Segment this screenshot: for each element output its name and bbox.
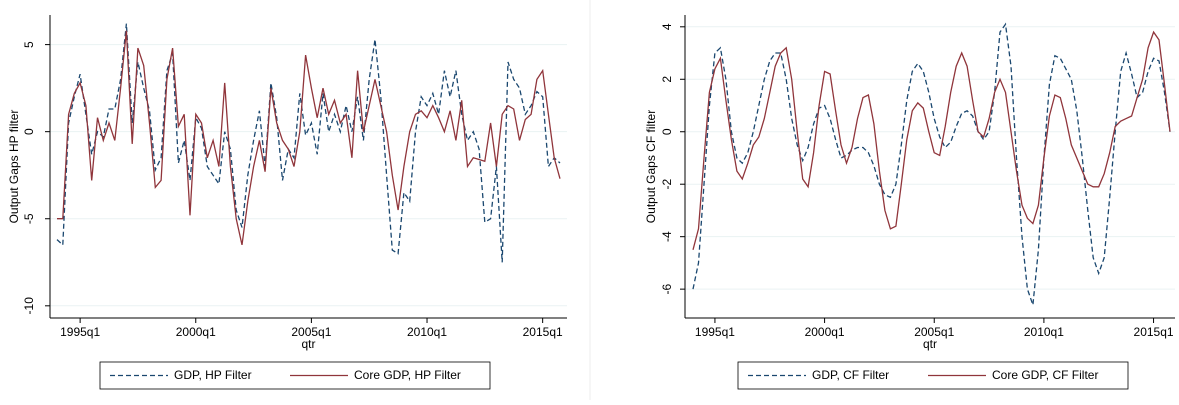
- x-tick-label: 2000q1: [805, 325, 845, 339]
- series-line: [56, 23, 561, 263]
- x-tick-label: 2000q1: [176, 325, 216, 339]
- y-tick-label: -2: [660, 179, 674, 190]
- y-tick-label: -5: [22, 213, 36, 224]
- x-tick-label: 2015q1: [1134, 325, 1174, 339]
- x-tick-label: 2005q1: [914, 325, 954, 339]
- y-tick-label: 0: [22, 128, 36, 135]
- x-tick-label: 2015q1: [523, 325, 563, 339]
- legend-label: Core GDP, CF Filter: [992, 368, 1098, 382]
- y-tick-label: 2: [660, 76, 674, 83]
- x-tick-label: 1995q1: [695, 325, 735, 339]
- y-axis-title: Output Gaps CF filter: [644, 110, 658, 223]
- y-axis-title: Output Gaps HP filter: [7, 110, 21, 224]
- series-line: [692, 30, 1171, 250]
- legend-label: GDP, CF Filter: [812, 368, 889, 382]
- x-tick-label: 2005q1: [291, 325, 331, 339]
- series-line: [692, 22, 1171, 306]
- y-tick-label: 4: [660, 23, 674, 30]
- x-axis-title: qtr: [923, 337, 937, 351]
- x-tick-label: 2010q1: [1024, 325, 1064, 339]
- x-tick-label: 2010q1: [407, 325, 447, 339]
- x-tick-label: 1995q1: [60, 325, 100, 339]
- y-tick-label: -10: [22, 297, 36, 315]
- x-axis-title: qtr: [301, 337, 315, 351]
- y-tick-label: -6: [660, 283, 674, 294]
- y-tick-label: -4: [660, 231, 674, 242]
- legend-label: GDP, HP Filter: [174, 368, 252, 382]
- series-line: [57, 30, 561, 246]
- legend-label: Core GDP, HP Filter: [354, 368, 461, 382]
- y-tick-label: 5: [22, 41, 36, 48]
- y-tick-label: 0: [660, 128, 674, 135]
